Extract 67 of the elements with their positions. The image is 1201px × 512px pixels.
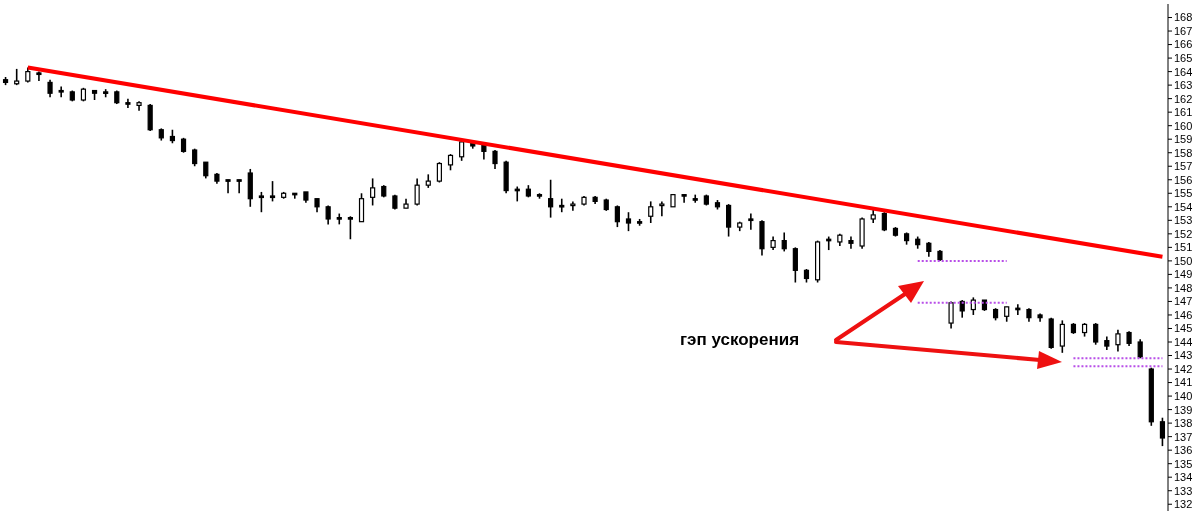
candlestick <box>748 212 754 231</box>
candlestick <box>414 177 420 207</box>
candlestick <box>781 231 787 253</box>
y-tick-label: 168 <box>1174 11 1193 24</box>
candlestick <box>269 180 276 203</box>
y-tick-label: 151 <box>1174 241 1193 254</box>
y-tick-label: 137 <box>1174 430 1193 443</box>
candlestick <box>726 203 732 238</box>
candlestick <box>1059 319 1065 354</box>
candlestick <box>559 197 565 214</box>
candlestick <box>358 192 365 223</box>
y-tick-label: 153 <box>1174 214 1193 227</box>
y-tick-label: 139 <box>1174 403 1193 416</box>
y-tick-label: 159 <box>1174 133 1193 146</box>
y-tick-label: 163 <box>1174 79 1193 92</box>
y-tick-label: 166 <box>1174 38 1193 51</box>
candlestick <box>548 178 554 219</box>
candlestick <box>625 211 632 232</box>
y-tick-label: 154 <box>1174 200 1193 213</box>
y-tick-label: 158 <box>1174 146 1193 159</box>
annotation: гэп ускорения <box>680 330 800 350</box>
y-tick-label: 146 <box>1174 308 1193 321</box>
candlestick <box>881 211 887 232</box>
candlestick <box>681 193 687 204</box>
y-tick-label: 165 <box>1174 51 1193 64</box>
y-tick-label: 160 <box>1174 119 1193 132</box>
y-tick-label: 155 <box>1174 187 1193 200</box>
y-tick-label: 138 <box>1174 417 1193 430</box>
candlestick <box>1093 322 1099 346</box>
y-tick-label: 148 <box>1174 281 1193 294</box>
y-tick-label: 156 <box>1174 173 1193 186</box>
y-tick-label: 149 <box>1174 268 1193 281</box>
candlestick <box>325 204 331 226</box>
candlestick <box>58 85 64 99</box>
y-tick-label: 142 <box>1174 362 1193 375</box>
y-tick-label: 140 <box>1174 389 1193 402</box>
candlestick <box>948 300 954 330</box>
y-tick-label: 136 <box>1174 444 1193 457</box>
candlestick <box>258 191 265 214</box>
candlestick <box>1115 329 1121 353</box>
candlestick <box>648 200 654 224</box>
candlestick <box>370 177 376 207</box>
candlestick <box>614 204 620 228</box>
candlestick <box>347 215 353 241</box>
y-tick-label: 161 <box>1174 106 1193 119</box>
candlestick <box>792 246 798 284</box>
candlestick <box>236 178 242 195</box>
candlestick <box>1159 416 1166 447</box>
y-tick-label: 143 <box>1174 349 1193 362</box>
y-tick-label: 135 <box>1174 457 1193 470</box>
y-tick-label: 167 <box>1174 24 1193 37</box>
y-tick-label: 147 <box>1174 295 1193 308</box>
y-tick-label: 152 <box>1174 227 1193 240</box>
y-tick-label: 150 <box>1174 254 1193 267</box>
candlestick <box>570 200 576 212</box>
y-tick-label: 134 <box>1174 471 1193 484</box>
y-tick-label: 157 <box>1174 160 1193 173</box>
y-tick-label: 141 <box>1174 376 1193 389</box>
y-tick-label: 162 <box>1174 92 1193 105</box>
candlestick <box>492 149 498 170</box>
y-tick-label: 132 <box>1174 498 1193 511</box>
candlestick <box>659 200 665 218</box>
y-tick-label: 164 <box>1174 65 1193 78</box>
y-tick-label: 133 <box>1174 484 1193 497</box>
y-tick-label: 144 <box>1174 335 1193 348</box>
candlestick <box>225 178 231 195</box>
y-tick-label: 145 <box>1174 322 1193 335</box>
